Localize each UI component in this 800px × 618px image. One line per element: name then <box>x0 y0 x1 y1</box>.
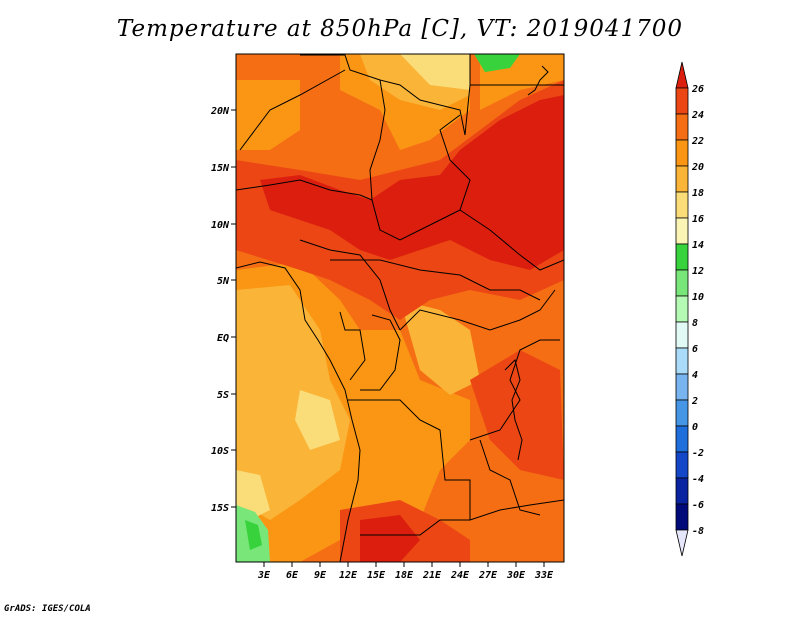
colorbar-label: -6 <box>692 500 704 511</box>
colorbar-swatch <box>675 477 689 505</box>
colorbar-swatch <box>675 87 689 115</box>
grads-credit: GrADS: IGES/COLA <box>4 604 91 614</box>
colorbar-label: 10 <box>692 292 704 303</box>
colorbar-swatch <box>675 425 689 453</box>
colorbar-swatch <box>675 347 689 375</box>
lon-label: 33E <box>534 570 554 581</box>
colorbar-label: 0 <box>692 422 698 433</box>
lon-label: 15E <box>367 570 386 581</box>
colorbar-swatch <box>675 321 689 349</box>
colorbar-label: 4 <box>692 370 698 381</box>
colorbar-label: 18 <box>692 188 704 199</box>
colorbar-label: -2 <box>692 448 704 459</box>
lon-label: 18E <box>395 570 414 581</box>
latitude-axis: 20N 15N 10N 5N EQ 5S 10S 15S <box>210 106 236 514</box>
colorbar-label: 26 <box>691 84 704 95</box>
colorbar-label: -4 <box>692 474 704 485</box>
colorbar-swatch <box>675 191 689 219</box>
colorbar-labels: 26 24 22 20 18 16 14 12 10 8 6 4 2 0 -2 … <box>691 84 704 537</box>
colorbar-label: 22 <box>691 136 704 147</box>
colorbar-swatch <box>675 217 689 245</box>
country-borders <box>236 54 564 562</box>
colorbar-label: 20 <box>691 162 704 173</box>
colorbar-label: 16 <box>692 214 704 225</box>
lon-label: 27E <box>478 570 498 581</box>
colorbar-swatch <box>675 399 689 427</box>
colorbar-swatch <box>675 295 689 323</box>
temperature-field <box>236 54 564 562</box>
lon-label: 24E <box>450 570 470 581</box>
lat-label: 15S <box>211 503 229 514</box>
colorbar-label: 8 <box>692 318 698 329</box>
lat-label: 20N <box>210 106 230 117</box>
lon-label: 30E <box>506 570 526 581</box>
colorbar-swatch <box>675 113 689 141</box>
colorbar-swatch <box>675 139 689 167</box>
lat-label: 15N <box>211 163 230 174</box>
map-frame <box>235 53 565 563</box>
lon-label: 12E <box>339 570 358 581</box>
colorbar-swatch <box>675 269 689 297</box>
colorbar-top-arrow <box>675 61 689 89</box>
lat-label: 10N <box>211 220 230 231</box>
lon-label: 6E <box>286 570 299 581</box>
colorbar-swatch <box>675 165 689 193</box>
colorbar-label: 24 <box>691 110 704 121</box>
map-title: Temperature at 850hPa [C], VT: 201904170… <box>116 16 684 42</box>
colorbar-label: 2 <box>691 396 698 407</box>
colorbar-swatch <box>675 503 689 531</box>
lat-label: 5N <box>217 276 230 287</box>
colorbar <box>675 61 689 557</box>
lon-label: 21E <box>422 570 442 581</box>
lon-label: 3E <box>257 570 271 581</box>
colorbar-swatch <box>675 373 689 401</box>
longitude-axis: 3E 6E 9E 12E 15E 18E 21E 24E 27E 30E 33E <box>257 562 554 581</box>
lon-label: 9E <box>314 570 327 581</box>
colorbar-swatch <box>675 243 689 271</box>
colorbar-label: 6 <box>692 344 698 355</box>
lat-label: 10S <box>211 446 229 457</box>
colorbar-swatch <box>675 451 689 479</box>
lat-label: EQ <box>217 333 229 344</box>
colorbar-label: -8 <box>692 526 704 537</box>
colorbar-label: 14 <box>692 240 704 251</box>
colorbar-bottom-arrow <box>675 529 689 557</box>
colorbar-label: 12 <box>692 266 704 277</box>
lat-label: 5S <box>217 390 229 401</box>
